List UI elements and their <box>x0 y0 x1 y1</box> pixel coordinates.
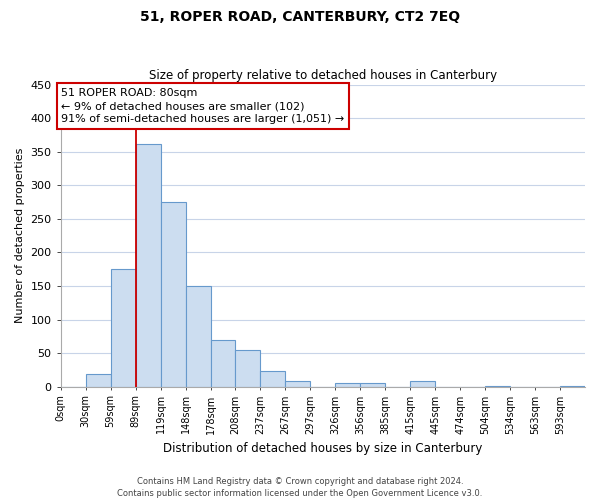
Bar <box>110 269 136 386</box>
Bar <box>86 374 110 386</box>
Bar <box>136 144 161 386</box>
Title: Size of property relative to detached houses in Canterbury: Size of property relative to detached ho… <box>149 69 497 82</box>
Bar <box>335 384 361 386</box>
Bar <box>361 384 385 386</box>
X-axis label: Distribution of detached houses by size in Canterbury: Distribution of detached houses by size … <box>163 442 482 455</box>
Text: Contains HM Land Registry data © Crown copyright and database right 2024.
Contai: Contains HM Land Registry data © Crown c… <box>118 476 482 498</box>
Y-axis label: Number of detached properties: Number of detached properties <box>15 148 25 324</box>
Bar <box>260 371 286 386</box>
Text: 51, ROPER ROAD, CANTERBURY, CT2 7EQ: 51, ROPER ROAD, CANTERBURY, CT2 7EQ <box>140 10 460 24</box>
Bar <box>161 202 185 386</box>
Bar <box>185 286 211 386</box>
Bar <box>410 382 435 386</box>
Bar <box>211 340 235 386</box>
Bar <box>286 380 310 386</box>
Text: 51 ROPER ROAD: 80sqm
← 9% of detached houses are smaller (102)
91% of semi-detac: 51 ROPER ROAD: 80sqm ← 9% of detached ho… <box>61 88 344 124</box>
Bar <box>235 350 260 387</box>
